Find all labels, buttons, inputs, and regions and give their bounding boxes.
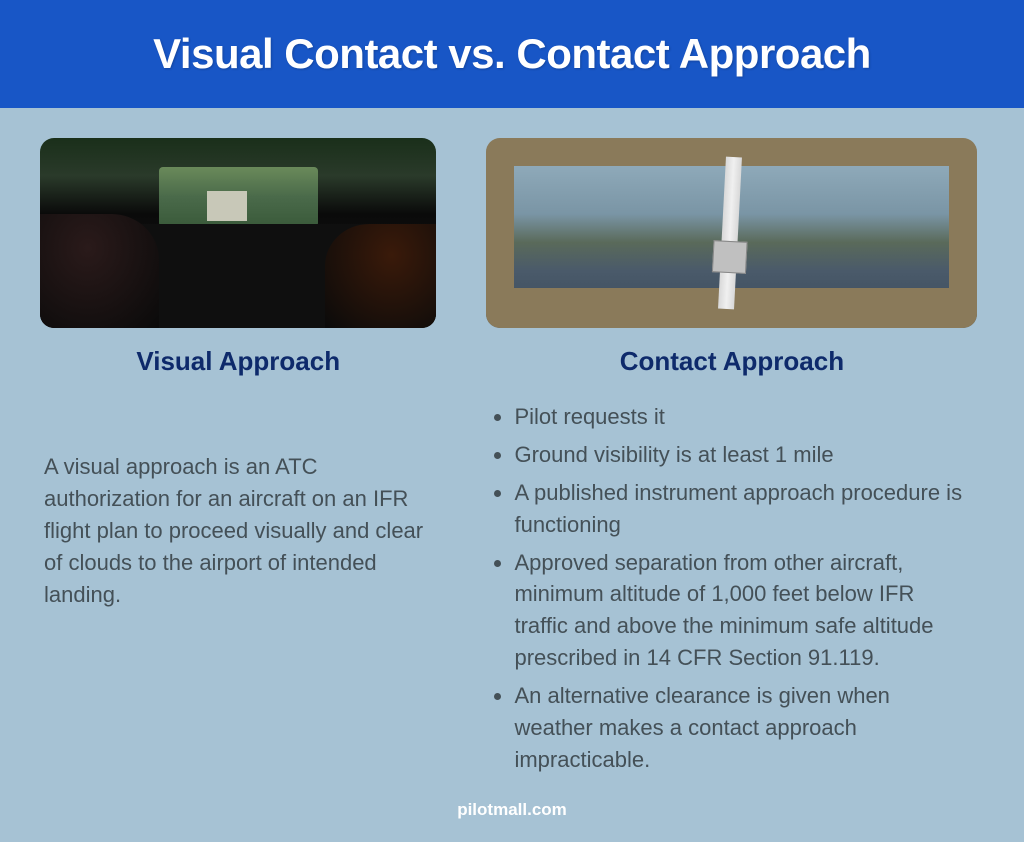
header-banner: Visual Contact vs. Contact Approach	[0, 0, 1024, 108]
list-item: An alternative clearance is given when w…	[514, 680, 973, 776]
cockpit-silhouette-right	[325, 224, 436, 329]
list-item: A published instrument approach procedur…	[514, 477, 973, 541]
wing-strut-shape	[718, 157, 742, 310]
page: Visual Contact vs. Contact Approach Visu…	[0, 0, 1024, 768]
page-title: Visual Contact vs. Contact Approach	[20, 30, 1004, 78]
right-column: Contact Approach Pilot requests it Groun…	[486, 138, 977, 782]
right-subheading: Contact Approach	[486, 346, 977, 377]
list-item: Approved separation from other aircraft,…	[514, 547, 973, 675]
footer-credit: pilotmall.com	[0, 782, 1024, 842]
left-subheading: Visual Approach	[40, 346, 436, 377]
cockpit-silhouette-left	[40, 214, 159, 328]
list-item: Ground visibility is at least 1 mile	[514, 439, 973, 471]
list-item: Pilot requests it	[514, 401, 973, 433]
content-area: Visual Approach A visual approach is an …	[0, 108, 1024, 782]
left-paragraph: A visual approach is an ATC authorizatio…	[40, 451, 436, 610]
cockpit-image	[40, 138, 436, 328]
left-column: Visual Approach A visual approach is an …	[40, 138, 436, 782]
window-image	[486, 138, 977, 328]
right-bullet-list: Pilot requests it Ground visibility is a…	[486, 401, 977, 782]
